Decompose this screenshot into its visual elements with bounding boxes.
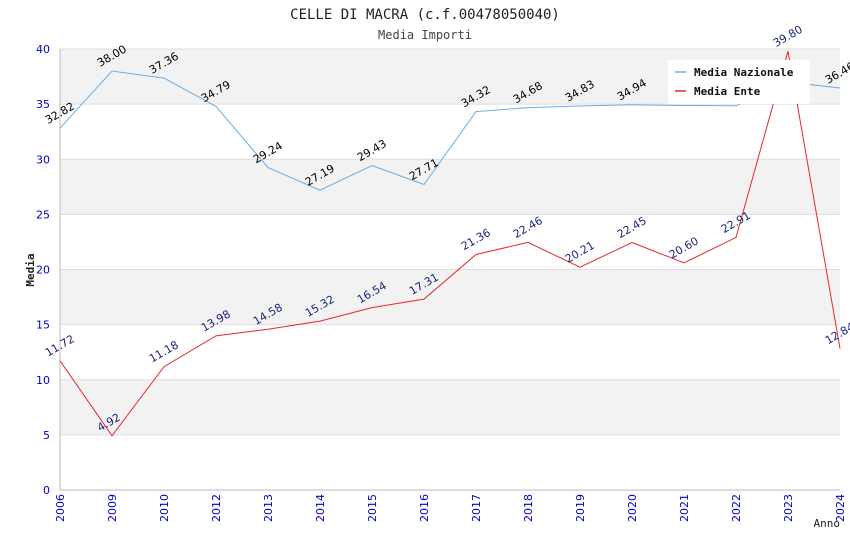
band-10: [60, 324, 840, 380]
x-tick-labels: 2006 2009 2010 2012 2013 2014 2015 2016 2017 2018…: [54, 494, 847, 522]
y-tick-labels: 0 5 10 15 20 25 30 35 40: [36, 43, 50, 497]
chart-title: CELLE DI MACRA (c.f.00478050040): [290, 7, 560, 23]
y-tick-label: 35: [36, 98, 50, 111]
x-tick-label-2019: 2019: [574, 494, 587, 522]
band-15: [60, 269, 840, 325]
x-tick-label-2013: 2013: [262, 494, 275, 522]
x-tick-label-2016: 2016: [418, 494, 431, 522]
x-tick-label-2009: 2009: [106, 494, 119, 522]
x-tick-label-2022: 2022: [730, 494, 743, 522]
background-bands: [60, 49, 840, 490]
legend-entry-media-ente: Media Ente: [694, 85, 761, 98]
band-5: [60, 379, 840, 435]
legend-entry-media-nazionale: Media Nazionale: [694, 66, 794, 79]
x-tick-label-2015: 2015: [366, 494, 379, 522]
y-axis-label: Media: [24, 253, 37, 286]
y-tick-label: 0: [43, 484, 50, 497]
series-line-media-ente: [59, 51, 841, 437]
x-tick-label-2014: 2014: [314, 494, 327, 522]
x-tick-label-2021: 2021: [678, 494, 691, 522]
legend-box: [668, 60, 810, 104]
series-line-media-nazionale: [59, 70, 841, 191]
legend: Media Nazionale Media Ente: [668, 60, 810, 104]
y-tick-label: 30: [36, 153, 50, 166]
chart-subtitle: Media Importi: [378, 28, 472, 42]
x-tick-label-2018: 2018: [522, 494, 535, 522]
y-tick-label: 10: [36, 374, 50, 387]
y-tick-label: 25: [36, 208, 50, 221]
x-tick-label-2020: 2020: [626, 494, 639, 522]
x-tick-label-2024: 2024: [834, 494, 847, 522]
x-tick-label-2010: 2010: [158, 494, 171, 522]
axes: [59, 49, 840, 491]
y-tick-label: 15: [36, 319, 50, 332]
x-tick-label-2012: 2012: [210, 494, 223, 522]
x-tick-label-2017: 2017: [470, 494, 483, 522]
x-axis-label: Anno: [814, 517, 841, 530]
band-25: [60, 159, 840, 215]
y-tick-label: 20: [36, 264, 50, 277]
band-20: [60, 214, 840, 270]
y-tick-label: 5: [43, 429, 50, 442]
x-tick-label-2006: 2006: [54, 494, 67, 522]
band-0: [60, 434, 840, 490]
data-label-media-ente: 39.80: [771, 23, 805, 50]
series-lines: [59, 51, 841, 437]
x-tick-label-2023: 2023: [782, 494, 795, 522]
y-tick-label: 40: [36, 43, 50, 56]
band-30: [60, 104, 840, 160]
